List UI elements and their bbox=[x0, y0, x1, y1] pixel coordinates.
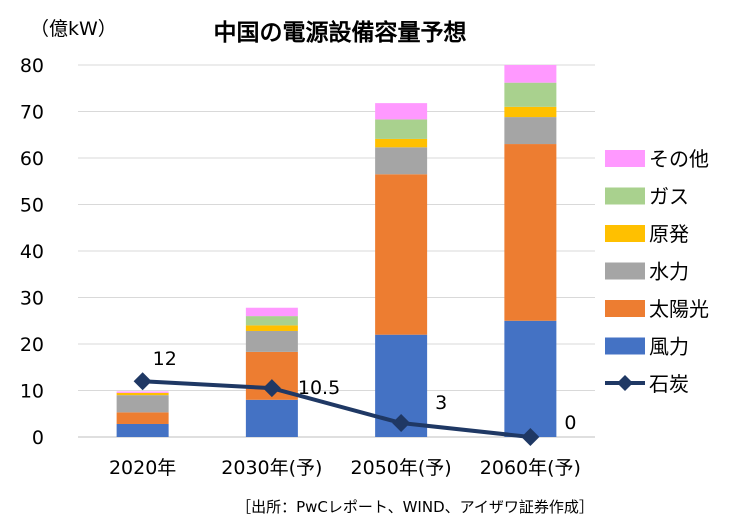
x-category-label: 2050年(予) bbox=[351, 457, 452, 479]
y-tick-label: 70 bbox=[20, 102, 44, 124]
bar-segment-水力-2060年(予) bbox=[504, 117, 556, 144]
coal-data-label: 3 bbox=[435, 392, 447, 414]
legend-label: 石炭 bbox=[649, 372, 689, 396]
x-category-label: 2030年(予) bbox=[221, 457, 322, 479]
bar-segment-原発-2060年(予) bbox=[504, 107, 556, 117]
chart-title: 中国の電源設備容量予想 bbox=[214, 19, 467, 46]
legend-swatch bbox=[605, 225, 645, 242]
y-axis-unit-label: （億kW） bbox=[30, 18, 117, 40]
legend-label: 水力 bbox=[649, 260, 689, 284]
y-tick-label: 50 bbox=[20, 195, 44, 217]
legend-label: 太陽光 bbox=[649, 297, 709, 321]
x-category-label: 2060年(予) bbox=[480, 457, 581, 479]
source-note: ［出所：PwCレポート、WIND、アイザワ証券作成］ bbox=[236, 498, 594, 516]
coal-data-label: 12 bbox=[153, 348, 177, 370]
x-axis-categories: 2020年 2030年(予) 2050年(予) 2060年(予) bbox=[109, 457, 581, 479]
legend-swatch bbox=[605, 188, 645, 205]
y-tick-label: 80 bbox=[20, 55, 44, 77]
bar-segment-ガス-2030年(予) bbox=[246, 316, 298, 325]
y-tick-label: 30 bbox=[20, 288, 44, 310]
bar-segment-水力-2050年(予) bbox=[375, 147, 427, 174]
legend-label: 原発 bbox=[649, 222, 689, 246]
bar-segment-風力-2020年 bbox=[117, 424, 169, 437]
legend-swatch bbox=[605, 338, 645, 355]
y-tick-label: 60 bbox=[20, 148, 44, 170]
y-tick-label: 40 bbox=[20, 241, 44, 263]
y-tick-label: 10 bbox=[20, 381, 44, 403]
bar-segment-ガス-2050年(予) bbox=[375, 119, 427, 139]
legend-label: 風力 bbox=[649, 335, 689, 359]
bar-segment-太陽光-2050年(予) bbox=[375, 174, 427, 334]
legend-swatch bbox=[605, 263, 645, 280]
coal-marker bbox=[134, 372, 152, 390]
bar-segment-その他-2050年(予) bbox=[375, 103, 427, 119]
bar-segment-原発-2050年(予) bbox=[375, 139, 427, 147]
y-tick-label: 0 bbox=[32, 427, 44, 449]
bar-segment-風力-2030年(予) bbox=[246, 400, 298, 437]
legend-swatch bbox=[605, 150, 645, 167]
bar-segment-太陽光-2060年(予) bbox=[504, 144, 556, 321]
bar-segment-太陽光-2020年 bbox=[117, 412, 169, 424]
bar-segment-その他-2060年(予) bbox=[504, 65, 556, 83]
bar-segment-ガス-2060年(予) bbox=[504, 83, 556, 107]
coal-data-label: 0 bbox=[564, 412, 576, 434]
bar-segment-水力-2020年 bbox=[117, 395, 169, 412]
y-tick-label: 20 bbox=[20, 334, 44, 356]
x-category-label: 2020年 bbox=[109, 457, 176, 479]
bar-segment-その他-2030年(予) bbox=[246, 308, 298, 316]
bar-segment-原発-2030年(予) bbox=[246, 325, 298, 331]
bar-segment-その他-2020年 bbox=[117, 391, 169, 392]
chart-canvas: 中国の電源設備容量予想 （億kW） 01020304050607080 2020… bbox=[0, 0, 741, 530]
y-axis-ticks: 0 10 20 30 40 50 60 70 80 bbox=[20, 55, 44, 449]
legend-label: ガス bbox=[649, 185, 689, 209]
legend-swatch bbox=[605, 300, 645, 317]
bar-segment-風力-2060年(予) bbox=[504, 321, 556, 437]
legend-diamond-icon bbox=[617, 375, 633, 391]
coal-data-label: 10.5 bbox=[298, 377, 340, 399]
bar-segment-水力-2030年(予) bbox=[246, 331, 298, 352]
bar-segment-原発-2020年 bbox=[117, 393, 169, 395]
legend-label: その他 bbox=[649, 147, 709, 171]
